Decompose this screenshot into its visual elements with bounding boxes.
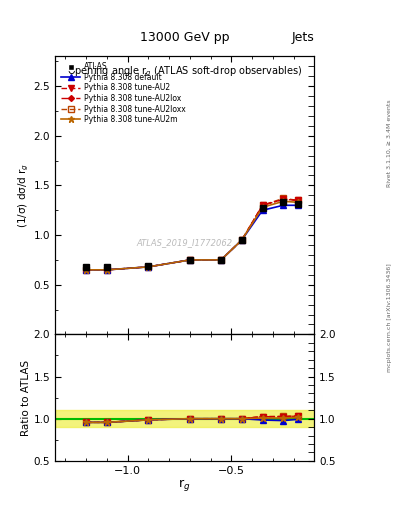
Y-axis label: (1/σ) dσ/d r$_g$: (1/σ) dσ/d r$_g$ <box>17 163 31 228</box>
Text: Jets: Jets <box>292 31 314 44</box>
Text: ATLAS_2019_I1772062: ATLAS_2019_I1772062 <box>137 238 233 247</box>
Text: 13000 GeV pp: 13000 GeV pp <box>140 31 230 44</box>
Bar <box>55 410 314 427</box>
Text: Opening angle r$_g$ (ATLAS soft-drop observables): Opening angle r$_g$ (ATLAS soft-drop obs… <box>67 65 302 79</box>
Text: mcplots.cern.ch [arXiv:1306.3436]: mcplots.cern.ch [arXiv:1306.3436] <box>387 263 392 372</box>
Y-axis label: Ratio to ATLAS: Ratio to ATLAS <box>21 359 31 436</box>
Legend: ATLAS, Pythia 8.308 default, Pythia 8.308 tune-AU2, Pythia 8.308 tune-AU2lox, Py: ATLAS, Pythia 8.308 default, Pythia 8.30… <box>59 60 188 126</box>
Text: Rivet 3.1.10, ≥ 3.4M events: Rivet 3.1.10, ≥ 3.4M events <box>387 99 392 187</box>
X-axis label: r$_g$: r$_g$ <box>178 477 191 493</box>
